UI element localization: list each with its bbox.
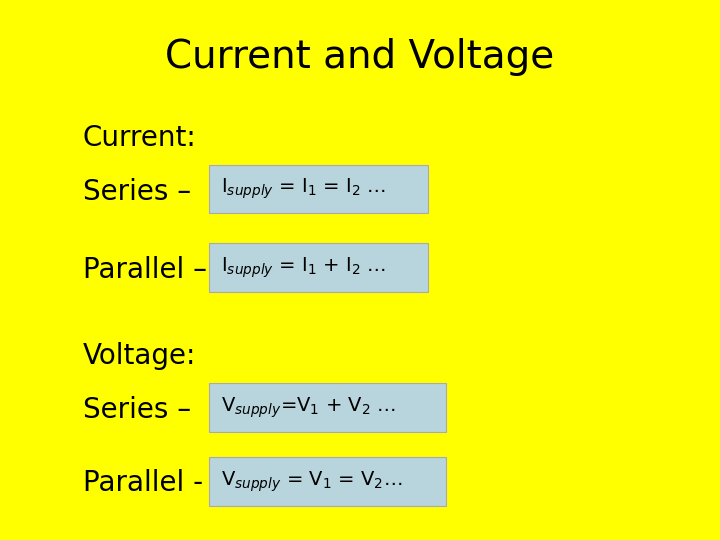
Text: V$_{supply}$ = V$_1$ = V$_2$…: V$_{supply}$ = V$_1$ = V$_2$… bbox=[221, 469, 402, 494]
Text: Parallel -: Parallel - bbox=[83, 469, 203, 497]
FancyBboxPatch shape bbox=[209, 457, 446, 506]
FancyBboxPatch shape bbox=[209, 383, 446, 432]
Text: V$_{supply}$=V$_1$ + V$_2$ …: V$_{supply}$=V$_1$ + V$_2$ … bbox=[221, 395, 396, 420]
Text: I$_{supply}$ = I$_1$ = I$_2$ …: I$_{supply}$ = I$_1$ = I$_2$ … bbox=[221, 177, 386, 201]
Text: I$_{supply}$ = I$_1$ + I$_2$ …: I$_{supply}$ = I$_1$ + I$_2$ … bbox=[221, 255, 386, 280]
Text: Series –: Series – bbox=[83, 396, 191, 424]
FancyBboxPatch shape bbox=[209, 165, 428, 213]
Text: Series –: Series – bbox=[83, 178, 191, 206]
FancyBboxPatch shape bbox=[209, 243, 428, 292]
Text: Voltage:: Voltage: bbox=[83, 342, 196, 370]
Text: Current:: Current: bbox=[83, 124, 197, 152]
Text: Parallel –: Parallel – bbox=[83, 256, 207, 284]
Text: Current and Voltage: Current and Voltage bbox=[166, 38, 554, 76]
